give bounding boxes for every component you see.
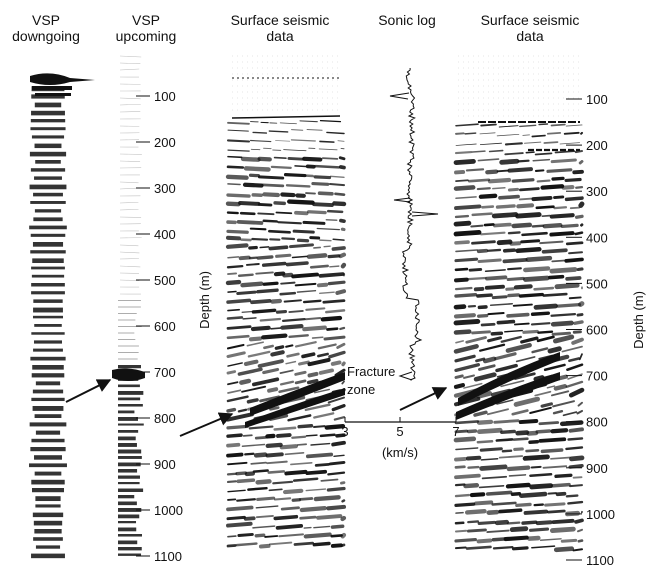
- depth-axis-middle: 100 200 300 400 500 600 700 800 900 1000 1100: [136, 89, 183, 564]
- arrow-vsp: [65, 379, 112, 403]
- vsp-upcoming-panel: [112, 55, 145, 556]
- header-vsp-upcoming: VSP upcoming: [100, 12, 192, 44]
- sonic-axis-label-7: 7: [452, 424, 459, 439]
- depth-tick-label-middle-100: 100: [154, 89, 176, 104]
- depth-tick-label-middle-700: 700: [154, 365, 176, 380]
- header-sonic-log-line1: Sonic log: [378, 12, 436, 28]
- depth-tick-label-middle-1000: 1000: [154, 503, 183, 518]
- depth-axis-right: 100 200 300 400 500 600 700 800 900 1000 1100: [566, 92, 615, 568]
- header-vsp-downgoing-line2: downgoing: [12, 28, 80, 44]
- depth-tick-label-right-700: 700: [586, 369, 608, 384]
- depth-tick-label-middle-900: 900: [154, 457, 176, 472]
- depth-tick-label-middle-200: 200: [154, 135, 176, 150]
- header-vsp-downgoing-line1: VSP: [31, 12, 60, 28]
- depth-tick-label-middle-400: 400: [154, 227, 176, 242]
- header-surface-seismic-right-line1: Surface seismic: [480, 12, 580, 28]
- sonic-velocity-axis: 3 5 7 (km/s): [341, 417, 460, 460]
- depth-tick-label-middle-300: 300: [154, 181, 176, 196]
- sonic-axis-label-3: 3: [341, 424, 348, 439]
- depth-tick-label-right-600: 600: [586, 323, 608, 338]
- depth-tick-label-right-200: 200: [586, 138, 608, 153]
- header-vsp-upcoming-line2: upcoming: [115, 28, 177, 44]
- header-vsp-upcoming-line1: VSP: [131, 12, 160, 28]
- depth-tick-label-middle-600: 600: [154, 319, 176, 334]
- header-surface-seismic-right: Surface seismic data: [460, 12, 600, 44]
- depth-tick-label-right-500: 500: [586, 276, 608, 291]
- header-surface-seismic-left: Surface seismic data: [210, 12, 350, 44]
- fracture-zone-label-line2: zone: [347, 382, 375, 397]
- depth-tick-label-right-400: 400: [586, 230, 608, 245]
- depth-tick-label-middle-500: 500: [154, 273, 176, 288]
- surface-seismic-left-panel: [225, 55, 347, 549]
- header-surface-seismic-left-line2: data: [266, 28, 294, 44]
- depth-tick-label-right-100: 100: [586, 92, 608, 107]
- fracture-zone-label-line1: Fracture: [347, 364, 395, 379]
- arrow-seismic-right: [399, 387, 448, 411]
- sonic-axis-label-5: 5: [396, 424, 403, 439]
- depth-tick-label-middle-800: 800: [154, 411, 176, 426]
- depth-tick-label-right-300: 300: [586, 184, 608, 199]
- sonic-log-panel: [389, 68, 439, 381]
- header-sonic-log: Sonic log: [362, 12, 452, 28]
- header-vsp-downgoing: VSP downgoing: [2, 12, 90, 44]
- depth-tick-label-right-1000: 1000: [586, 507, 615, 522]
- depth-tick-label-right-1100: 1100: [586, 553, 614, 568]
- header-surface-seismic-left-line1: Surface seismic: [230, 12, 330, 28]
- arrows: [65, 379, 448, 437]
- depth-tick-label-right-800: 800: [586, 415, 608, 430]
- depth-axis-label-right: Depth (m): [631, 291, 646, 349]
- depth-tick-label-middle-1100: 1100: [154, 549, 182, 564]
- arrow-seismic-left: [179, 412, 234, 437]
- depth-axis-label-middle: Depth (m): [197, 271, 212, 329]
- surface-seismic-right-panel: [453, 55, 585, 553]
- header-surface-seismic-right-line2: data: [516, 28, 544, 44]
- vsp-downgoing-panel: [29, 73, 95, 559]
- sonic-axis-unit: (km/s): [382, 445, 418, 460]
- depth-tick-label-right-900: 900: [586, 461, 608, 476]
